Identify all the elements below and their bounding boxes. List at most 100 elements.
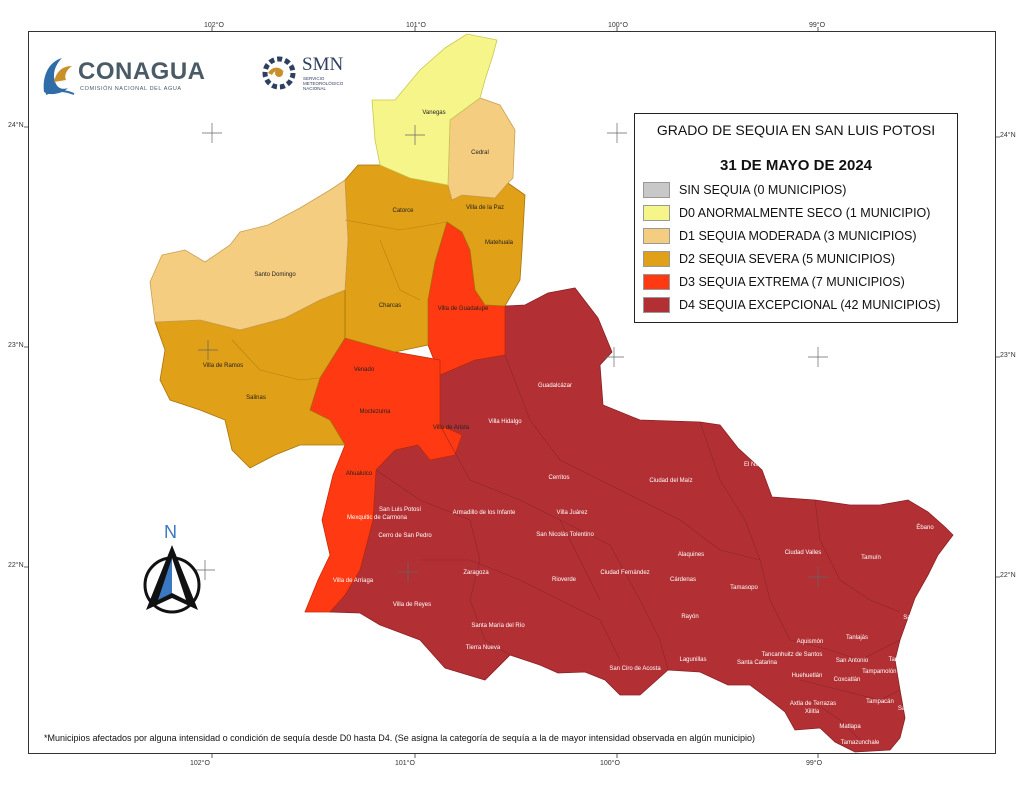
legend-label: D2 SEQUIA SEVERA (5 MUNICIPIOS) — [679, 252, 896, 266]
region-d1-north — [447, 97, 516, 201]
municipality-label: Axtla de Terrazas — [789, 701, 837, 707]
lat-label-left: 22°N — [8, 562, 24, 569]
conagua-logo: CONAGUA COMISIÓN NACIONAL DEL AGUA — [40, 52, 230, 98]
map-frame — [28, 31, 996, 754]
municipality-label: Vanegas — [422, 110, 446, 116]
municipality-label: Tanlajás — [845, 635, 869, 641]
lon-label-bottom: 100°O — [600, 760, 620, 767]
frame-ticks — [24, 27, 1000, 758]
north-letter: N — [164, 522, 177, 542]
legend-label: D1 SEQUIA MODERADA (3 MUNICIPIOS) — [679, 229, 917, 243]
lat-label-left: 23°N — [8, 342, 24, 349]
municipality-label: Villa de Ramos — [202, 363, 244, 369]
lat-label-right: 22°N — [1000, 572, 1016, 579]
municipality-label: Alaquines — [677, 552, 705, 558]
municipality-label: Cedral — [471, 150, 489, 156]
legend-label: D0 ANORMALMENTE SECO (1 MUNICIPIO) — [679, 206, 931, 220]
municipality-label: Cerritos — [548, 475, 570, 481]
lat-label-right: 23°N — [1000, 352, 1016, 359]
conagua-subtitle: COMISIÓN NACIONAL DEL AGUA — [80, 86, 182, 92]
legend-item: SIN SEQUIA (0 MUNICIPIOS) — [643, 181, 846, 199]
municipality-label: Ciudad del Maíz — [649, 478, 693, 484]
smn-logo: SMN SERVICIO METEOROLÓGICO NACIONAL — [258, 52, 368, 96]
municipality-label: Villa de Reyes — [392, 602, 432, 608]
legend-swatch — [643, 228, 670, 244]
municipality-label: Cárdenas — [669, 577, 697, 583]
municipal-boundaries — [375, 354, 901, 741]
legend-item: D1 SEQUIA MODERADA (3 MUNICIPIOS) — [643, 227, 917, 245]
municipality-label: Villa Hidalgo — [488, 419, 522, 425]
municipality-label: Rayón — [681, 614, 699, 620]
municipality-label: Armadillo de los Infante — [452, 510, 516, 516]
municipality-label: Salinas — [246, 395, 266, 401]
legend-item: D4 SEQUIA EXCEPCIONAL (42 MUNICIPIOS) — [643, 296, 940, 314]
municipality-label: Santa María del Río — [471, 623, 525, 629]
lon-label-bottom: 101°O — [395, 760, 415, 767]
conagua-name: CONAGUA — [78, 58, 206, 85]
conagua-emblem-icon — [43, 58, 75, 95]
legend-swatch — [643, 297, 670, 313]
legend-label: SIN SEQUIA (0 MUNICIPIOS) — [679, 183, 847, 197]
lon-label-bottom: 99°O — [806, 760, 823, 767]
legend: GRADO DE SEQUIA EN SAN LUIS POTOSI 31 DE… — [634, 113, 958, 323]
municipality-label: Ciudad Valles — [784, 550, 822, 556]
municipality-label: San Nicolás Tolentino — [536, 532, 594, 538]
municipality-label: Mexquitic de Carmona — [346, 515, 408, 521]
region-d0 — [371, 33, 498, 186]
municipality-label: Coxcatlán — [833, 677, 861, 683]
legend-swatch — [643, 274, 670, 290]
smn-emblem-icon — [262, 56, 296, 90]
legend-label: D4 SEQUIA EXCEPCIONAL (42 MUNICIPIOS) — [679, 298, 941, 312]
municipality-label: El Naranjo — [743, 462, 773, 468]
legend-item: D0 ANORMALMENTE SECO (1 MUNICIPIO) — [643, 204, 930, 222]
lat-label-right: 24°N — [1000, 132, 1016, 139]
lat-label-left: 24°N — [8, 122, 24, 129]
footnote: *Municipios afectados por alguna intensi… — [44, 733, 755, 743]
smn-name: SMN — [302, 54, 344, 75]
smn-subtitle: SERVICIO METEOROLÓGICO NACIONAL — [303, 76, 344, 91]
municipality-label: Tampacán — [866, 699, 894, 705]
municipality-label: Tierra Nueva — [465, 645, 501, 651]
legend-date: 31 DE MAYO DE 2024 — [719, 157, 873, 174]
municipality-label: Tamuín — [861, 555, 881, 561]
municipality-label: Ébano — [916, 525, 934, 531]
municipality-label: Zaragoza — [463, 570, 489, 576]
municipality-label: Ciudad Fernández — [600, 570, 650, 576]
municipality-label: Villa de Arista — [432, 425, 470, 431]
municipality-label: Tancanhuitz de Santos — [761, 652, 823, 658]
lon-label-top: 100°O — [608, 22, 628, 29]
legend-swatch — [643, 182, 670, 198]
municipality-label: Villa de la Paz — [466, 205, 504, 211]
lon-label-bottom: 102°O — [190, 760, 210, 767]
municipality-label: San Luis Potosí — [378, 507, 422, 513]
municipality-label: San Martín Chalchicuautla — [897, 706, 969, 712]
municipality-label: Tanquián de Escobedo — [888, 657, 950, 663]
municipality-label: Venado — [353, 367, 375, 373]
municipality-label: Aquismón — [796, 639, 824, 645]
municipality-label: Rioverde — [551, 577, 577, 583]
municipality-label: San Vicente Tancuayalab — [903, 615, 971, 621]
municipality-label: Santo Domingo — [254, 272, 296, 278]
region-d1-west — [149, 179, 349, 331]
municipality-label: San Ciro de Acosta — [609, 666, 661, 672]
legend-swatch — [643, 205, 670, 221]
municipality-label: Matehuala — [484, 240, 514, 246]
legend-item: D2 SEQUIA SEVERA (5 MUNICIPIOS) — [643, 250, 895, 268]
graticule-crosses — [195, 123, 828, 587]
municipality-label: Villa de Guadalupe — [437, 306, 489, 312]
lon-label-top: 99°O — [809, 22, 826, 29]
municipality-label: Cerro de San Pedro — [378, 533, 432, 539]
municipality-label: Xilitla — [804, 709, 820, 715]
municipality-label: Villa Juárez — [556, 510, 588, 516]
municipality-label: Villa de Arriaga — [332, 578, 374, 584]
legend-swatch — [643, 251, 670, 267]
legend-label: D3 SEQUIA EXTREMA (7 MUNICIPIOS) — [679, 275, 905, 289]
municipality-label: Catorce — [392, 208, 414, 214]
municipality-label: Matlapa — [839, 724, 861, 730]
lon-label-top: 102°O — [204, 22, 224, 29]
municipality-label: Huehuetlán — [791, 673, 823, 679]
municipality-label: Moctezuma — [359, 409, 391, 415]
legend-title: GRADO DE SEQUIA EN SAN LUIS POTOSI — [656, 122, 936, 138]
legend-item: D3 SEQUIA EXTREMA (7 MUNICIPIOS) — [643, 273, 905, 291]
